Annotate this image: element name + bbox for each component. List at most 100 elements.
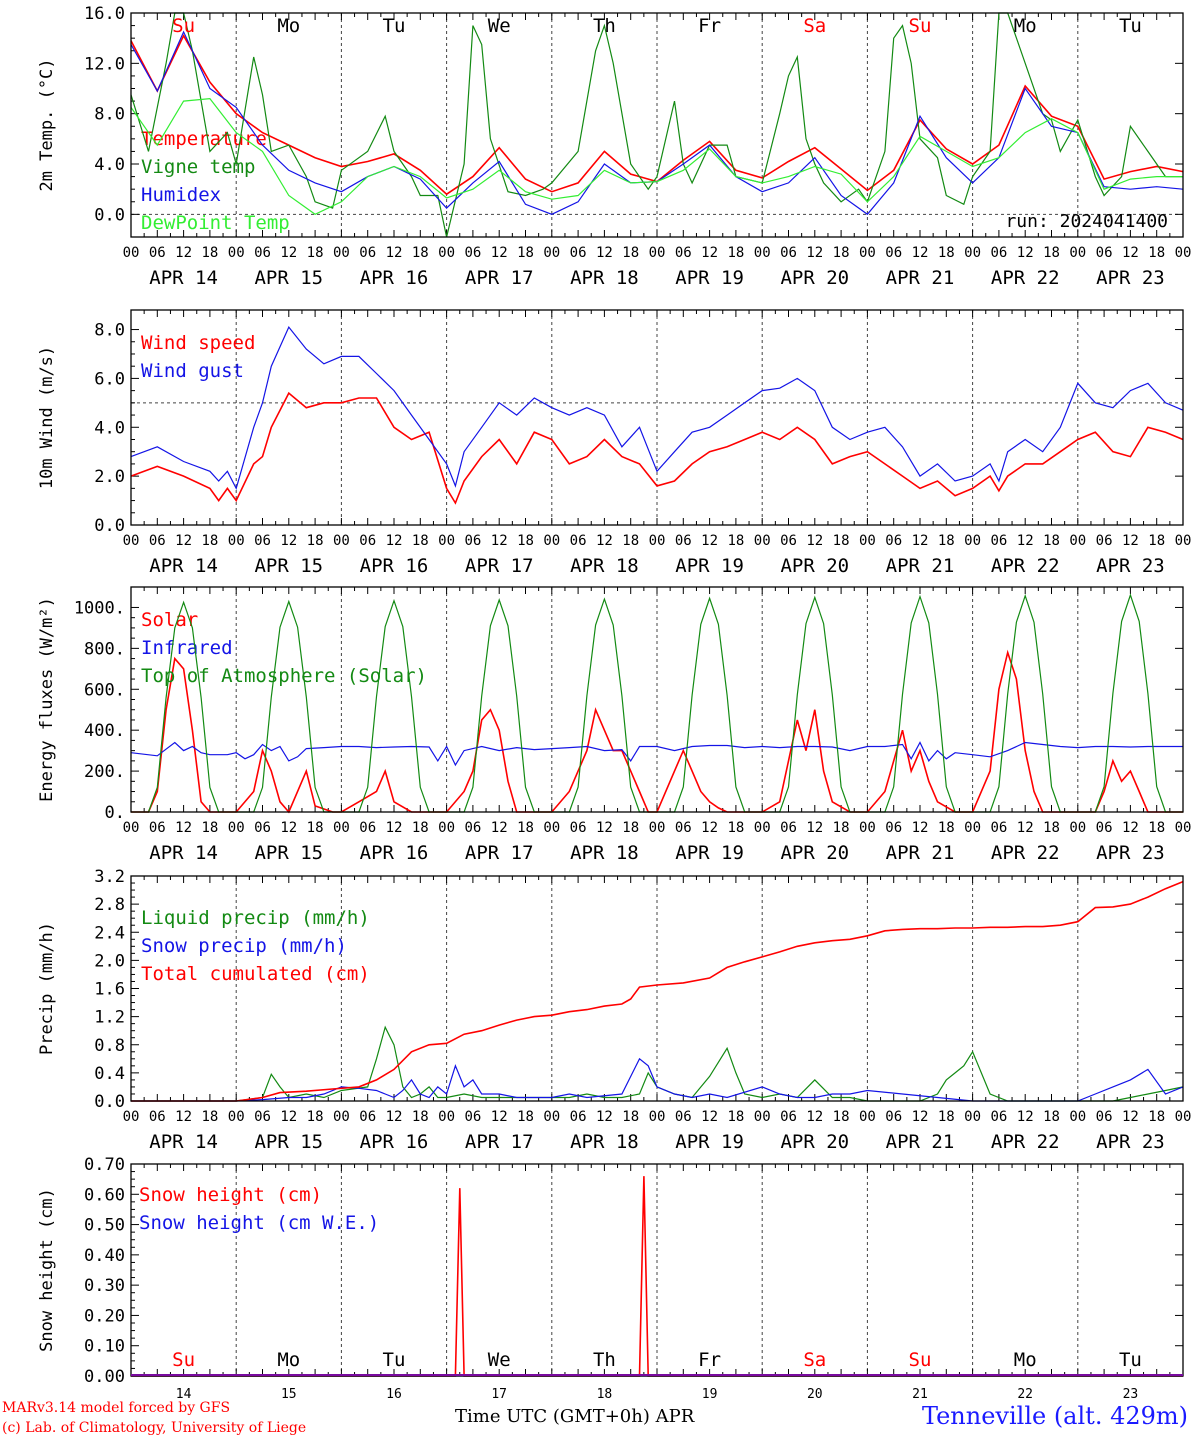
day-number-label: 23	[1123, 1387, 1139, 1402]
hour-label: 18	[307, 533, 324, 549]
hour-label: 12	[1017, 245, 1034, 261]
hour-label: 18	[1148, 533, 1165, 549]
date-label: APR 21	[886, 267, 955, 289]
hour-label: 18	[833, 820, 850, 836]
weekday-label: Mo	[1014, 1349, 1037, 1371]
hour-label: 12	[912, 1109, 929, 1125]
lab-credit: (c) Lab. of Climatology, University of L…	[2, 1420, 307, 1436]
hour-label: 18	[201, 820, 218, 836]
hour-label: 06	[675, 1109, 692, 1125]
hour-label: 12	[1017, 533, 1034, 549]
hour-label: 18	[517, 245, 534, 261]
hour-label: 06	[570, 1109, 587, 1125]
y-tick-label: 2.4	[94, 923, 125, 943]
y-axis-label: 2m Temp. (°C)	[37, 58, 57, 191]
y-tick-label: 0.	[105, 803, 125, 823]
weekday-label: Fr	[698, 15, 721, 37]
weekday-label: Mo	[1014, 15, 1037, 37]
date-label: APR 14	[149, 555, 218, 577]
hour-label: 06	[359, 1109, 376, 1125]
day-number-label: 15	[281, 1387, 297, 1402]
hour-label: 18	[622, 1109, 639, 1125]
y-tick-label: 0.10	[84, 1337, 125, 1357]
hour-label: 18	[727, 533, 744, 549]
legend-snow-height-cm-: Snow height (cm)	[139, 1184, 322, 1206]
hour-label: 12	[280, 533, 297, 549]
weekday-label: Sa	[803, 1349, 826, 1371]
hour-label: 06	[254, 1109, 271, 1125]
date-label: APR 17	[465, 842, 534, 864]
hour-label: 06	[570, 533, 587, 549]
legend-dewpoint-temp: DewPoint Temp	[141, 212, 290, 234]
legend-top-of-atmosphere-solar-: Top of Atmosphere (Solar)	[141, 665, 427, 687]
hour-label: 12	[175, 245, 192, 261]
y-tick-label: 8.0	[94, 321, 125, 341]
weekday-label: We	[488, 1349, 511, 1371]
y-tick-label: 0.40	[84, 1246, 125, 1266]
date-label: APR 16	[360, 1131, 429, 1153]
hour-label: 12	[806, 1109, 823, 1125]
hour-label: 06	[359, 820, 376, 836]
weekday-label: Tu	[383, 1349, 406, 1371]
hour-label: 18	[1148, 1109, 1165, 1125]
hour-label: 06	[254, 820, 271, 836]
y-tick-label: 6.0	[94, 369, 125, 389]
date-label: APR 18	[570, 1131, 639, 1153]
hour-label: 06	[149, 1109, 166, 1125]
hour-label: 12	[1122, 533, 1139, 549]
hour-label: 06	[990, 245, 1007, 261]
legend-temperature: Temperature	[141, 128, 267, 150]
hour-label: 12	[175, 533, 192, 549]
y-tick-label: 0.0	[94, 516, 125, 536]
hour-label: 12	[912, 245, 929, 261]
hour-label: 06	[570, 245, 587, 261]
date-label: APR 17	[465, 267, 534, 289]
hour-label: 06	[464, 533, 481, 549]
hour-label: 00	[1069, 533, 1086, 549]
hour-label: 18	[1043, 245, 1060, 261]
hour-label: 00	[123, 533, 140, 549]
y-tick-label: 1.6	[94, 980, 125, 1000]
date-label: APR 20	[780, 267, 849, 289]
y-tick-label: 16.0	[84, 4, 125, 24]
hour-label: 00	[123, 245, 140, 261]
weekday-label: Su	[172, 1349, 195, 1371]
hour-label: 18	[727, 820, 744, 836]
legend-snow-height-cm-w-e-: Snow height (cm W.E.)	[139, 1212, 379, 1234]
day-number-label: 20	[807, 1387, 823, 1402]
y-tick-label: 200.	[84, 762, 125, 782]
hour-label: 00	[1069, 1109, 1086, 1125]
series-line-total-cumulated-cm-	[131, 880, 1184, 1102]
day-number-label: 18	[597, 1387, 613, 1402]
hour-label: 18	[622, 820, 639, 836]
hour-label: 06	[885, 533, 902, 549]
hour-label: 00	[754, 245, 771, 261]
panel-3: 0. 200. 400. 600. 800. 1000. Energy fluxes (W/…	[37, 586, 1191, 864]
hour-label: 18	[1148, 245, 1165, 261]
hour-label: 06	[149, 533, 166, 549]
hour-label: 06	[780, 1109, 797, 1125]
hour-label: 18	[938, 533, 955, 549]
hour-label: 12	[175, 820, 192, 836]
hour-label: 00	[754, 533, 771, 549]
hour-label: 00	[649, 820, 666, 836]
hour-label: 18	[201, 533, 218, 549]
y-axis-label: Snow height (cm)	[37, 1188, 57, 1352]
hour-label: 06	[780, 533, 797, 549]
hour-label: 12	[596, 1109, 613, 1125]
hour-label: 18	[307, 1109, 324, 1125]
y-axis-label: Precip (mm/h)	[37, 922, 57, 1055]
y-tick-label: 400.	[84, 721, 125, 741]
hour-label: 06	[1096, 245, 1113, 261]
hour-label: 00	[754, 1109, 771, 1125]
hour-label: 00	[964, 1109, 981, 1125]
day-number-label: 17	[491, 1387, 507, 1402]
hour-label: 12	[1017, 820, 1034, 836]
date-label: APR 19	[675, 842, 744, 864]
hour-label: 18	[517, 533, 534, 549]
y-tick-label: 4.0	[94, 418, 125, 438]
hour-label: 12	[1017, 1109, 1034, 1125]
date-label: APR 17	[465, 1131, 534, 1153]
